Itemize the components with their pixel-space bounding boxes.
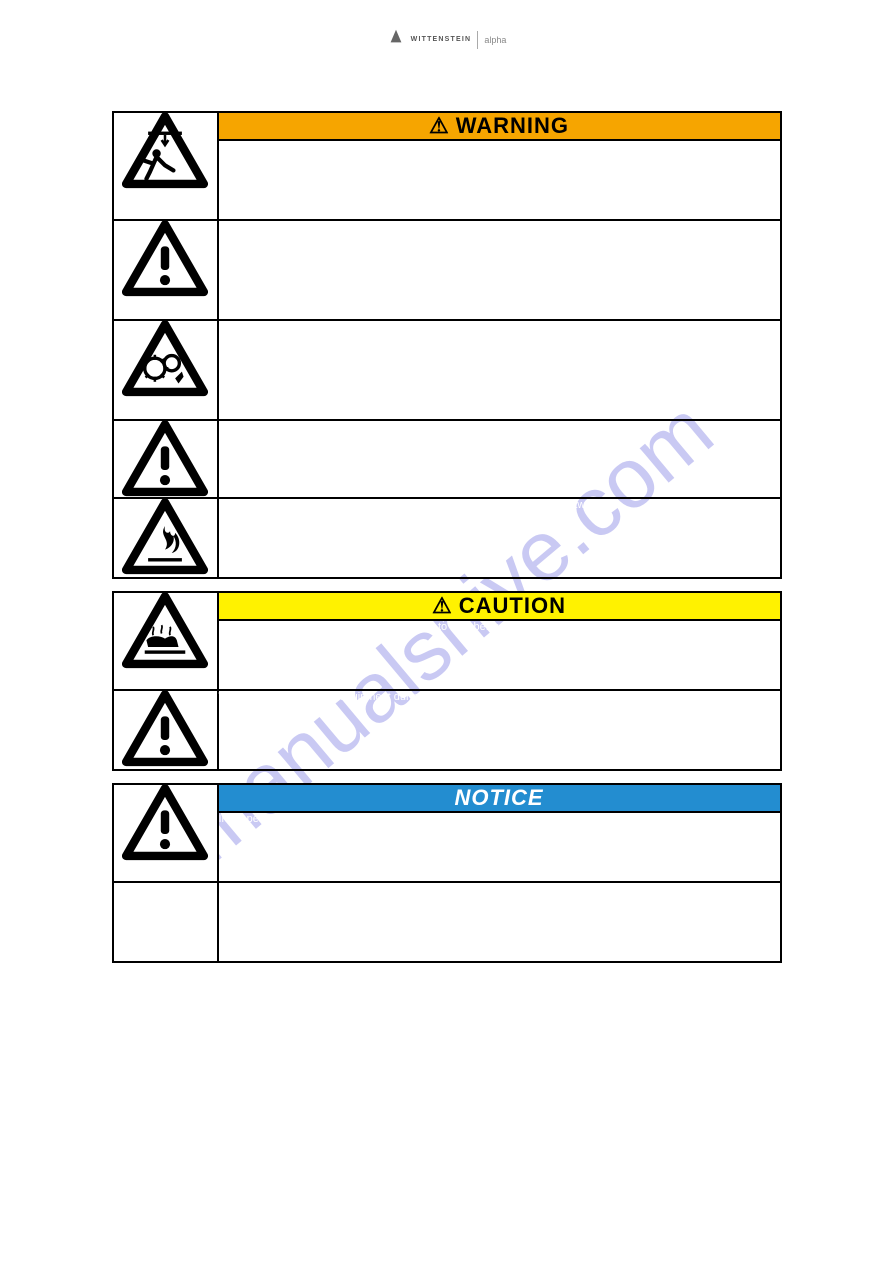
caution-row-2-icon-cell <box>113 690 218 770</box>
logo-bar: WITTENSTEIN alpha <box>0 0 893 61</box>
warning-row-1-icon-cell <box>113 112 218 220</box>
warning-row-4-icon-cell <box>113 420 218 498</box>
warning-row-3-icon-cell <box>113 320 218 420</box>
exclaim-icon <box>114 691 217 767</box>
warning-row-3-text: Rotating parts can catch clothing, hair … <box>218 320 781 420</box>
warning-header-label: WARNING <box>456 113 569 138</box>
warning-row-1-text: Suspended loads can fall and cause serio… <box>218 140 781 220</box>
logo-brand-right: alpha <box>484 35 506 45</box>
warning-header: WARNING <box>218 112 781 140</box>
warning-row-4-text: Only operate the unit with protective co… <box>218 420 781 498</box>
logo-brand-left: WITTENSTEIN <box>411 36 472 43</box>
notice-header-label: NOTICE <box>454 785 543 810</box>
caution-row-2-text: Wear suitable protective equipment durin… <box>218 690 781 770</box>
notice-row-2-icon-cell <box>113 882 218 962</box>
exclaim-icon <box>114 421 217 497</box>
fire-icon <box>114 499 217 575</box>
footer-center: 2022-D087612 <box>401 1231 461 1241</box>
caution-row-1-icon-cell <box>113 592 218 690</box>
logo-separator <box>477 31 478 49</box>
footer-right: Revision: 01 <box>743 1231 793 1241</box>
warning-block: WARNING Suspended loads can fall and cau… <box>112 111 782 579</box>
logo-mark-icon <box>387 28 405 51</box>
falling-load-icon <box>114 113 217 189</box>
notice-row-1-text: Improper handling can damage the product… <box>218 812 781 882</box>
hot-surface-icon <box>114 593 217 669</box>
entanglement-icon <box>114 321 217 397</box>
warning-row-2-icon-cell <box>113 220 218 320</box>
footer-left: en-8 <box>100 1231 118 1241</box>
notice-block: NOTICE Improper handling can damage the … <box>112 783 782 963</box>
page-footer: en-8 2022-D087612 Revision: 01 <box>0 1231 893 1241</box>
notice-row-2-text: Follow the instructions in this manual. <box>218 882 781 962</box>
notice-header: NOTICE <box>218 784 781 812</box>
exclaim-icon <box>114 785 217 861</box>
caution-header: CAUTION <box>218 592 781 620</box>
exclaim-icon <box>114 221 217 297</box>
warning-row-2-text: Observe general and local safety and acc… <box>218 220 781 320</box>
warning-row-5-icon-cell <box>113 498 218 578</box>
alert-symbol-icon <box>429 113 456 138</box>
caution-row-1-text: Hot surfaces can cause burns. Allow the … <box>218 620 781 690</box>
warning-row-5-text: Hot surfaces may ignite flammable materi… <box>218 498 781 578</box>
caution-block: CAUTION Hot surfaces can cause burns. Al… <box>112 591 782 771</box>
caution-header-label: CAUTION <box>459 593 566 618</box>
notice-row-1-icon-cell <box>113 784 218 882</box>
alert-symbol-icon <box>432 593 459 618</box>
